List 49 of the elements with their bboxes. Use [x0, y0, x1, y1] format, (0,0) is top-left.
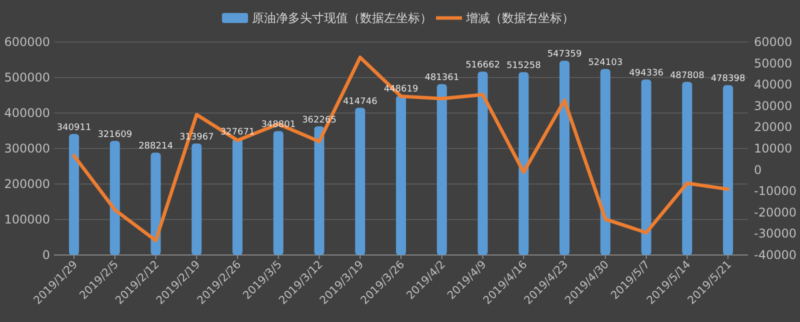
- y2-tick-label: 0: [754, 162, 762, 177]
- bar: [150, 152, 161, 255]
- data-label: 481361: [424, 73, 460, 84]
- y2-tick-label: 20000: [754, 120, 792, 134]
- data-label: 547359: [547, 50, 582, 60]
- data-label: 516662: [466, 60, 500, 71]
- bar: [723, 85, 733, 255]
- bar: [641, 80, 652, 255]
- y2-tick-label: 40000: [754, 78, 792, 92]
- data-label: 321609: [98, 130, 132, 140]
- bar: [232, 138, 242, 255]
- data-label: 515258: [506, 61, 542, 72]
- y2-tick-label: 10000: [754, 142, 792, 156]
- y-tick-label: 200000: [4, 177, 50, 191]
- data-label: 478398: [710, 74, 746, 84]
- y2-tick-label: -20000: [754, 205, 797, 220]
- bar: [396, 96, 406, 255]
- y2-tick-label: -30000: [754, 226, 797, 241]
- y-tick-label: 600000: [4, 35, 50, 49]
- bar: [600, 68, 610, 255]
- bar: [273, 131, 284, 255]
- y-tick-label: 100000: [4, 212, 50, 226]
- y-tick-label: 400000: [4, 106, 50, 120]
- bar: [69, 134, 79, 255]
- data-label: 414746: [342, 96, 378, 107]
- bar: [110, 140, 120, 255]
- y2-tick-label: 30000: [754, 98, 792, 113]
- y-tick-label: 300000: [4, 142, 50, 156]
- data-label: 494336: [629, 68, 664, 79]
- data-label: 288214: [138, 142, 174, 152]
- y-tick-label: 0: [42, 248, 50, 262]
- legend-label: 原油净多头寸现值（数据左坐标）: [252, 11, 432, 25]
- y2-tick-label: -10000: [754, 184, 797, 198]
- data-label: 524103: [588, 58, 623, 68]
- bar: [192, 144, 202, 255]
- bar: [682, 82, 692, 255]
- y2-tick-label: 60000: [754, 35, 792, 49]
- bar: [478, 72, 488, 255]
- data-label: 487808: [670, 70, 705, 81]
- y-tick-label: 500000: [4, 70, 50, 84]
- bar: [355, 108, 366, 255]
- y2-tick-label: 50000: [754, 56, 792, 70]
- bar: [436, 84, 447, 255]
- bar: [314, 126, 324, 255]
- data-label: 340911: [56, 122, 92, 133]
- bar: [518, 72, 529, 255]
- bar: [560, 60, 570, 255]
- legend-label: 增减（数据右坐标）: [465, 11, 574, 25]
- y2-tick-label: -40000: [754, 248, 797, 262]
